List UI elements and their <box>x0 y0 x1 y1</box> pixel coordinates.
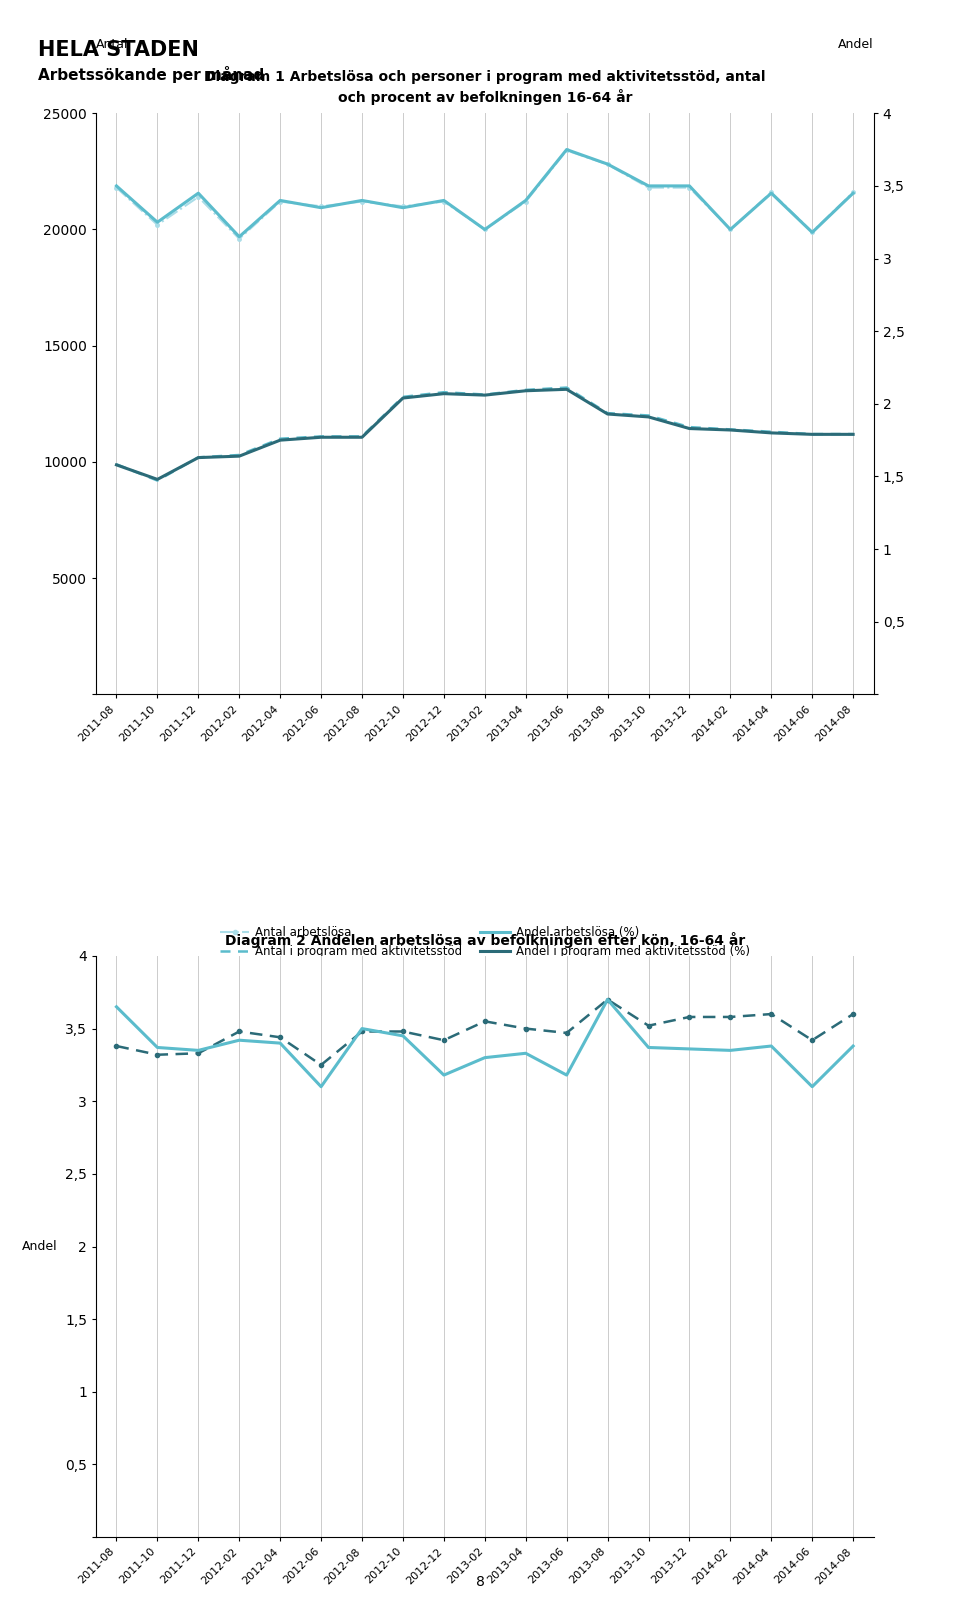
Text: Andel: Andel <box>838 37 874 50</box>
Title: Diagram 1 Arbetslösa och personer i program med aktivitetsstöd, antal
och procen: Diagram 1 Arbetslösa och personer i prog… <box>204 70 765 105</box>
Text: HELA STADEN: HELA STADEN <box>38 40 200 60</box>
Text: Arbetssökande per månad: Arbetssökande per månad <box>38 66 265 84</box>
Legend: Antal arbetslösa, Antal i program med aktivitetsstöd, Andel arbetslösa (%), Ande: Antal arbetslösa, Antal i program med ak… <box>215 921 755 963</box>
Y-axis label: Andel: Andel <box>22 1239 58 1252</box>
Title: Diagram 2 Andelen arbetslösa av befolkningen efter kön, 16-64 år: Diagram 2 Andelen arbetslösa av befolkni… <box>225 932 745 948</box>
Text: 8: 8 <box>475 1574 485 1589</box>
Text: Antal: Antal <box>96 37 129 50</box>
